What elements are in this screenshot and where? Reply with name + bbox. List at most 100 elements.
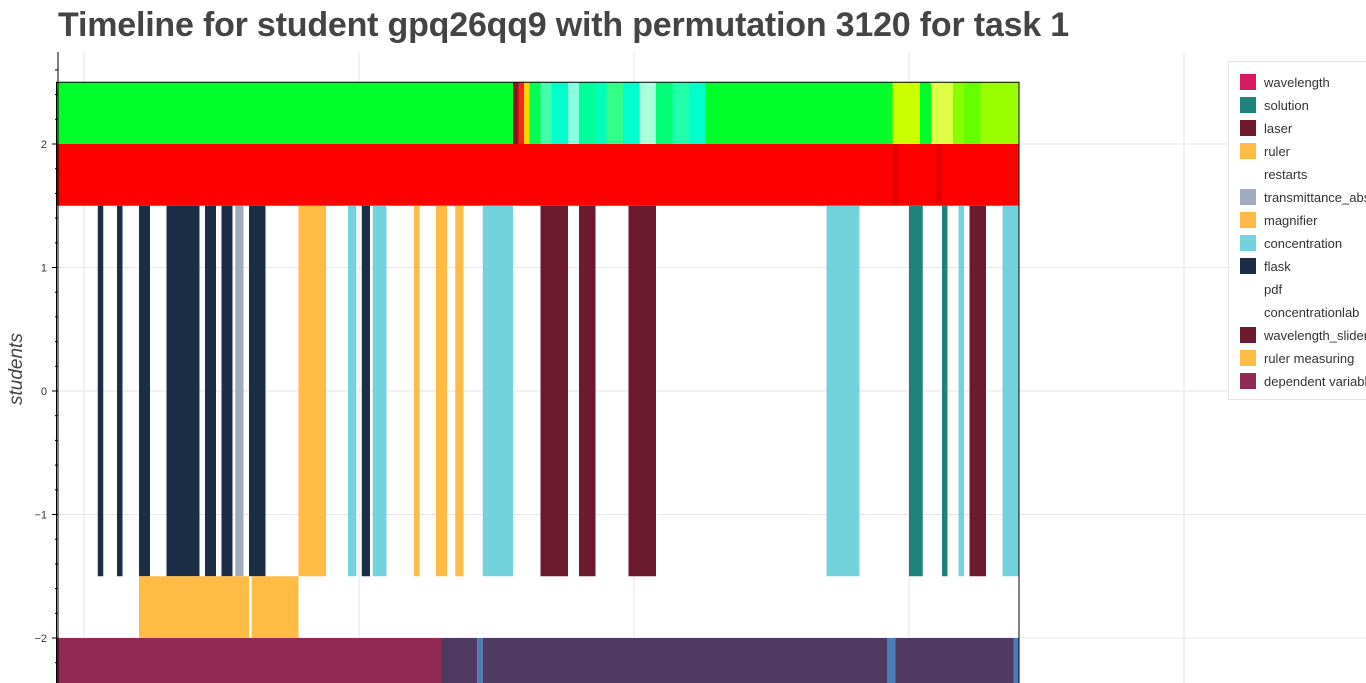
timeline-segment-row-0: [518, 82, 524, 144]
timeline-segment-row-0: [705, 82, 893, 144]
timeline-segment-row-0: [964, 82, 981, 144]
timeline-segment-row-4: [1013, 638, 1019, 683]
timeline-segment-row-4: [895, 638, 1014, 683]
legend-item: dependent variable: [1240, 372, 1366, 390]
timeline-segment-row-0: [595, 82, 607, 144]
timeline-segment-row-0: [892, 82, 920, 144]
timeline-segment-row-2: [348, 205, 357, 577]
timeline-segment-row-2: [579, 205, 596, 577]
timeline-segment-row-0: [551, 82, 568, 144]
legend-swatch: [1240, 166, 1256, 182]
y-tick-label: −1: [34, 510, 47, 522]
timeline-segment-row-0: [953, 82, 964, 144]
timeline-segment-row-0: [931, 82, 953, 144]
legend-label: ruler measuring: [1264, 350, 1355, 366]
legend-label: concentrationlab: [1264, 304, 1360, 320]
legend-item: ruler measuring: [1240, 349, 1354, 367]
legend-swatch: [1240, 373, 1256, 389]
timeline-segment-row-2: [205, 205, 216, 577]
legend-item: laser: [1240, 119, 1292, 137]
timeline-segment-row-2: [455, 205, 464, 577]
timeline-segment-row-4: [56, 638, 442, 683]
timeline-segment-row-1: [942, 144, 1019, 206]
timeline-segment-row-2: [372, 205, 387, 577]
legend-item: wavelength_slider: [1240, 326, 1366, 344]
legend-swatch: [1240, 189, 1256, 205]
legend-item: wavelength: [1240, 73, 1330, 91]
timeline-segment-row-0: [524, 82, 530, 144]
legend-label: wavelength: [1264, 74, 1330, 90]
legend-swatch: [1240, 304, 1256, 320]
timeline-segment-row-1: [898, 144, 937, 206]
legend-label: wavelength_slider: [1264, 327, 1366, 343]
legend-swatch: [1240, 120, 1256, 136]
timeline-segment-row-0: [689, 82, 706, 144]
legend-swatch: [1240, 143, 1256, 159]
timeline-segment-row-2: [235, 205, 244, 577]
legend-swatch: [1240, 281, 1256, 297]
legend: wavelength solution laser ruler restarts tran…: [1228, 61, 1366, 400]
legend-item: restarts: [1240, 165, 1307, 183]
legend-label: restarts: [1264, 166, 1308, 182]
timeline-segment-row-0: [513, 82, 519, 144]
timeline-segment-row-0: [606, 82, 623, 144]
legend-item: concentrationlab: [1240, 303, 1359, 321]
timeline-segment-row-2: [414, 205, 420, 577]
timeline-segment-row-2: [117, 205, 123, 577]
legend-label: transmittance_absorbance: [1264, 189, 1366, 205]
legend-swatch: [1240, 212, 1256, 228]
timeline-segment-row-2: [909, 205, 923, 577]
timeline-segment-row-4: [482, 638, 887, 683]
timeline-bars: [56, 82, 1019, 683]
legend-label: ruler: [1264, 143, 1291, 159]
legend-swatch: [1240, 74, 1256, 90]
timeline-segment-row-0: [529, 82, 541, 144]
timeline-segment-row-0: [656, 82, 673, 144]
data-frame: [56, 81, 1020, 683]
y-axis: 2 1 0 −1 −2: [34, 52, 59, 683]
timeline-segment-row-1: [892, 144, 898, 206]
legend-item: concentration: [1240, 234, 1342, 252]
legend-label: laser: [1264, 120, 1293, 136]
timeline-segment-row-0: [639, 82, 656, 144]
timeline-segment-row-2: [969, 205, 986, 577]
timeline-segment-row-2: [436, 205, 447, 577]
legend-label: concentration: [1264, 235, 1343, 251]
y-tick-label: 2: [41, 139, 47, 151]
timeline-segment-row-4: [887, 638, 896, 683]
plot-frame: [56, 81, 1020, 683]
y-tick-label: −2: [34, 633, 47, 645]
timeline-segment-row-0: [56, 82, 513, 144]
timeline-segment-row-2: [361, 205, 370, 577]
legend-swatch: [1240, 258, 1256, 274]
timeline-segment-row-2: [139, 205, 150, 577]
legend-item: pdf: [1240, 280, 1282, 298]
timeline-segment-row-2: [166, 205, 200, 577]
legend-label: flask: [1264, 258, 1291, 274]
timeline-segment-row-2: [540, 205, 568, 577]
y-tick-label: 1: [41, 263, 47, 275]
timeline-segment-row-2: [826, 205, 860, 577]
legend-swatch: [1240, 350, 1256, 366]
legend-label: solution: [1264, 97, 1309, 113]
timeline-segment-row-2: [1002, 205, 1019, 577]
timeline-segment-row-4: [477, 638, 483, 683]
timeline-segment-row-2: [958, 205, 964, 577]
timeline-segment-row-3: [139, 576, 249, 638]
timeline-segment-row-0: [568, 82, 579, 144]
timeline-segment-row-2: [298, 205, 326, 577]
timeline-segment-row-1: [56, 144, 893, 206]
legend-item: magnifier: [1240, 211, 1317, 229]
timeline-segment-row-3: [251, 576, 299, 638]
legend-swatch: [1240, 97, 1256, 113]
chart-title: Timeline for student gpq26qq9 with permu…: [58, 6, 1069, 44]
timeline-segment-row-2: [221, 205, 233, 577]
legend-swatch: [1240, 327, 1256, 343]
legend-swatch: [1240, 235, 1256, 251]
legend-item: solution: [1240, 96, 1309, 114]
legend-label: dependent variable: [1264, 373, 1366, 389]
timeline-segment-row-2: [628, 205, 656, 577]
timeline-segment-row-2: [249, 205, 266, 577]
timeline-segment-row-2: [97, 205, 104, 577]
